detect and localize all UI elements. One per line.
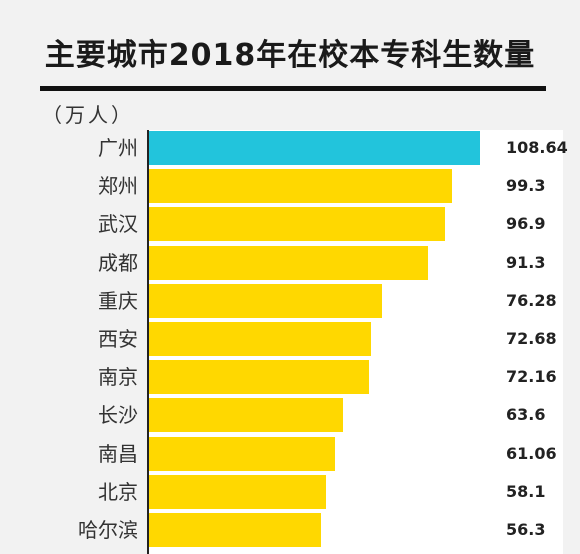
title-underline	[40, 86, 546, 91]
category-label: 哈尔滨	[78, 518, 138, 542]
category-label: 南昌	[98, 441, 138, 466]
bar	[149, 322, 371, 356]
category-axis-line	[147, 130, 149, 554]
value-label: 56.3	[506, 520, 546, 539]
value-label: 58.1	[506, 481, 546, 501]
category-label: 西安	[98, 327, 138, 351]
bar	[149, 169, 452, 204]
value-label: 61.06	[506, 443, 557, 463]
chart-title: 主要城市2018年在校本专科生数量	[44, 38, 536, 73]
bar	[149, 283, 382, 318]
category-label: 北京	[98, 479, 138, 504]
value-label: 91.3	[506, 252, 546, 272]
value-label: 72.68	[506, 329, 557, 348]
bar	[149, 131, 481, 165]
category-label: 长沙	[98, 403, 138, 428]
bar	[149, 436, 336, 471]
value-label: 99.3	[506, 176, 546, 196]
unit-label: （万人）	[42, 103, 134, 127]
category-label: 郑州	[98, 174, 138, 199]
category-label: 成都	[98, 250, 138, 275]
bar	[149, 360, 370, 395]
bar	[149, 474, 327, 509]
category-label: 武汉	[98, 212, 138, 237]
value-label: 108.64	[506, 138, 568, 157]
value-label: 96.9	[506, 214, 546, 234]
bar	[149, 207, 445, 242]
value-label: 72.16	[506, 367, 557, 387]
category-label: 南京	[98, 365, 138, 390]
bar	[149, 245, 428, 280]
bar	[149, 398, 344, 433]
bar	[149, 513, 321, 547]
category-label: 重庆	[98, 288, 138, 313]
value-label: 63.6	[506, 405, 546, 425]
category-label: 广州	[98, 136, 138, 160]
value-label: 76.28	[506, 290, 557, 310]
